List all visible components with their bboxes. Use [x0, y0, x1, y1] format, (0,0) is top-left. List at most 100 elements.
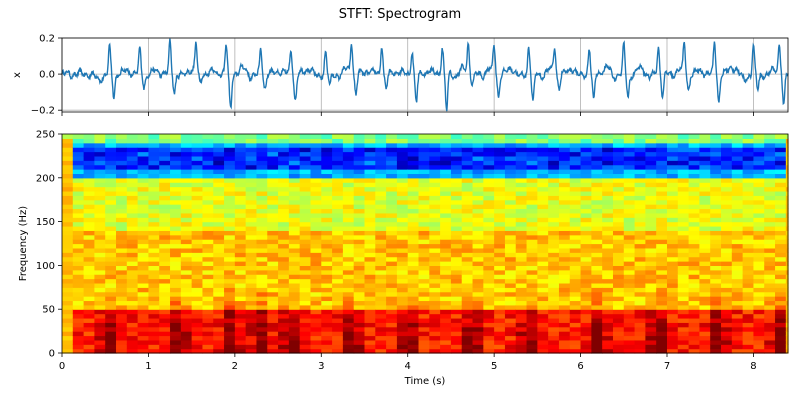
- spectrogram-cell: [634, 225, 646, 231]
- spectrogram-cell: [299, 155, 312, 161]
- spectrogram-cell: [278, 217, 290, 223]
- spectrogram-cell: [472, 313, 484, 319]
- spectrogram-cell: [148, 134, 160, 139]
- spectrogram-cell: [83, 173, 96, 179]
- spectrogram-cell: [386, 331, 398, 337]
- spectrogram-cell: [537, 155, 549, 161]
- spectrogram-cell: [764, 230, 776, 236]
- spectrogram-cell: [775, 164, 787, 170]
- spectrogram-cell: [645, 190, 657, 196]
- spectrogram-cell: [429, 339, 441, 345]
- spectrogram-cell: [342, 195, 355, 201]
- spectrogram-cell: [623, 335, 636, 341]
- spectrogram-cell: [645, 160, 657, 166]
- spectrogram-cell: [62, 335, 74, 341]
- spectrogram-cell: [764, 155, 776, 161]
- spectrogram-cell: [321, 243, 333, 249]
- spectrogram-cell: [699, 287, 711, 293]
- spectrogram-cell: [299, 142, 312, 148]
- spectrogram-cell: [159, 195, 171, 201]
- spectrogram-cell: [483, 252, 495, 258]
- spectrogram-cell: [407, 313, 420, 319]
- spectrogram-cell: [72, 252, 85, 258]
- spectrogram-cell: [580, 348, 592, 354]
- spectrogram-cell: [396, 173, 409, 179]
- spectrogram-cell: [494, 147, 506, 153]
- spectrogram-cell: [742, 339, 755, 345]
- spectrogram-cell: [656, 274, 668, 280]
- spectrogram-cell: [569, 282, 582, 288]
- spectrogram-cell: [515, 261, 528, 266]
- spectrogram-cell: [634, 199, 646, 205]
- spectrogram-cell: [256, 134, 268, 139]
- spectrogram-cell: [483, 239, 495, 245]
- spectrogram-cell: [667, 265, 679, 271]
- spectrogram-cell: [785, 261, 789, 266]
- spectrogram-cell: [126, 326, 139, 332]
- spectrogram-cell: [288, 278, 301, 284]
- spectrogram-cell: [418, 212, 430, 218]
- spectrogram-cell: [677, 282, 690, 288]
- spectrogram-cell: [386, 252, 398, 258]
- spectrogram-cell: [656, 309, 668, 315]
- spectrogram-cell: [450, 199, 463, 205]
- spectrogram-cell: [180, 282, 193, 288]
- spectrogram-cell: [234, 278, 247, 284]
- spectrogram-cell: [461, 252, 474, 258]
- spectrogram-cell: [645, 322, 657, 328]
- spectrogram-cell: [515, 234, 528, 240]
- spectrogram-cell: [321, 256, 333, 262]
- spectrogram-cell: [342, 296, 355, 302]
- spectrogram-cell: [753, 265, 765, 271]
- spectrogram-cell: [418, 199, 430, 205]
- spectrogram-cell: [677, 339, 690, 345]
- spectrogram-cell: [483, 322, 495, 328]
- spectrogram-cell: [342, 190, 355, 196]
- spectrogram-cell: [450, 269, 463, 275]
- spectrogram-cell: [526, 313, 538, 319]
- spectrogram-cell: [332, 252, 344, 258]
- spectrogram-cell: [548, 212, 560, 218]
- spectrogram-cell: [418, 160, 430, 166]
- spectrogram-cell: [72, 269, 85, 275]
- spectrogram-cell: [159, 186, 171, 192]
- spectrogram-cell: [580, 326, 592, 332]
- spectrogram-cell: [645, 269, 657, 275]
- spectrogram-cell: [461, 239, 474, 245]
- spectrogram-cell: [278, 230, 290, 236]
- spectrogram-cell: [407, 291, 420, 297]
- spectrogram-cell: [450, 265, 463, 271]
- spectrogram-cell: [202, 182, 214, 188]
- spectrogram-cell: [785, 134, 789, 139]
- spectrogram-cell: [83, 204, 96, 210]
- spectrogram-cell: [159, 261, 171, 266]
- spectrogram-cell: [375, 239, 387, 245]
- spectrogram-cell: [224, 204, 236, 210]
- spectrogram-cell: [710, 309, 722, 315]
- spectrogram-cell: [569, 147, 582, 153]
- spectrogram-cell: [656, 261, 668, 266]
- spectrogram-cell: [731, 169, 744, 175]
- spectrogram-cell: [105, 278, 117, 284]
- spectrogram-cell: [375, 344, 387, 350]
- spectrogram-cell: [62, 243, 74, 249]
- spectrogram-cell: [364, 177, 376, 183]
- spectrogram-cell: [386, 164, 398, 170]
- spectrogram-cell: [83, 247, 96, 253]
- spectrogram-cell: [515, 304, 528, 310]
- spectrogram-cell: [148, 239, 160, 245]
- spectrogram-cell: [278, 300, 290, 306]
- spectrogram-cell: [375, 217, 387, 223]
- spectrogram-cell: [558, 182, 571, 188]
- spectrogram-cell: [710, 335, 722, 341]
- spectrogram-cell: [623, 169, 636, 175]
- spectrogram-cell: [710, 173, 722, 179]
- spectrogram-cell: [72, 138, 85, 144]
- spectrogram-cell: [710, 278, 722, 284]
- spectrogram-cell: [213, 304, 225, 310]
- spectrogram-cell: [105, 173, 117, 179]
- spectrogram-cell: [396, 256, 409, 262]
- spectrogram-cell: [537, 278, 549, 284]
- spectrogram-cell: [418, 134, 430, 139]
